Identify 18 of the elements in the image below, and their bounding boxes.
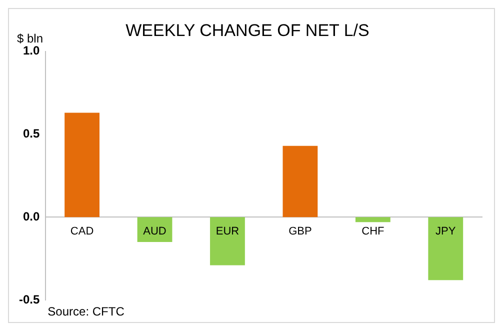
bar: [282, 146, 318, 218]
bar: [210, 217, 245, 266]
chart-title: WEEKLY CHANGE OF NET L/S: [126, 20, 370, 40]
x-tick-label: EUR: [216, 226, 240, 238]
bar: [64, 112, 100, 218]
y-axis-title: $ bln: [17, 32, 44, 46]
x-tick-label: GBP: [288, 226, 312, 238]
y-tick-label: 0.0: [22, 209, 40, 224]
source-note: Source: CFTC: [48, 304, 125, 318]
bar: [355, 217, 390, 222]
x-tick-label: JPY: [436, 226, 456, 238]
bar: [428, 217, 464, 280]
y-tick-label: 1.0: [22, 44, 40, 58]
x-tick-label: CAD: [70, 226, 94, 238]
x-tick-label: AUD: [143, 226, 166, 238]
x-tick-label: CHF: [362, 226, 384, 238]
y-tick-label: -0.5: [18, 292, 40, 306]
y-tick-label: 0.5: [22, 126, 40, 141]
